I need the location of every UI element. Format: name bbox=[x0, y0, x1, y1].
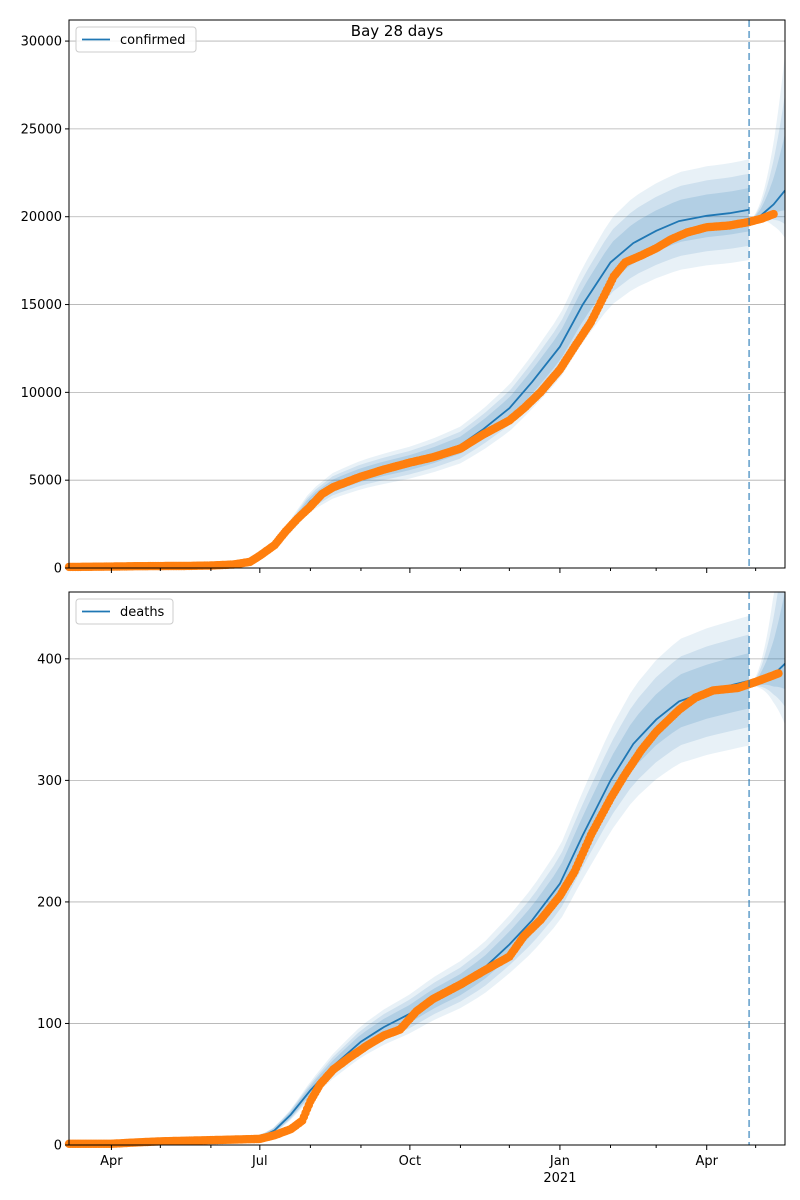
y-tick-label: 200 bbox=[37, 895, 62, 910]
x-tick-label: Apr bbox=[695, 1154, 718, 1169]
observed-point bbox=[769, 210, 777, 218]
x-tick-label: Oct bbox=[399, 1154, 421, 1169]
legend-label: confirmed bbox=[120, 33, 186, 48]
y-tick-label: 300 bbox=[37, 774, 62, 789]
figure: Bay 28 days 0 5000 10000 15000 20000 25000 300… bbox=[0, 0, 800, 1200]
deaths-panel: 0 100 200 300 400 Apr Jul Oct Jan 2021 Apr deaths bbox=[37, 592, 785, 1186]
x-tick-label: Jul bbox=[251, 1154, 268, 1169]
axes-frame bbox=[69, 20, 785, 568]
y-tick-label: 400 bbox=[37, 652, 62, 667]
observed-point bbox=[774, 669, 782, 677]
y-tick-label: 0 bbox=[54, 562, 62, 577]
y-tick-label: 10000 bbox=[21, 386, 62, 401]
y-tick-label: 30000 bbox=[21, 35, 62, 50]
y-tick-label: 25000 bbox=[21, 122, 62, 137]
chart-title: Bay 28 days bbox=[351, 22, 444, 40]
y-tick-label: 20000 bbox=[21, 210, 62, 225]
y-tick-label: 15000 bbox=[21, 298, 62, 313]
x-tick-year-label: 2021 bbox=[543, 1171, 576, 1186]
confidence-band bbox=[69, 653, 749, 1145]
confidence-band bbox=[69, 188, 749, 568]
x-tick-label: Apr bbox=[100, 1154, 123, 1169]
x-tick-label: Jan bbox=[549, 1154, 570, 1169]
y-tick-label: 0 bbox=[54, 1139, 62, 1154]
confirmed-panel: 0 5000 10000 15000 20000 25000 30000 confirmed bbox=[21, 20, 785, 577]
legend-label: deaths bbox=[120, 605, 165, 620]
y-tick-label: 100 bbox=[37, 1017, 62, 1032]
y-tick-label: 5000 bbox=[29, 474, 62, 489]
